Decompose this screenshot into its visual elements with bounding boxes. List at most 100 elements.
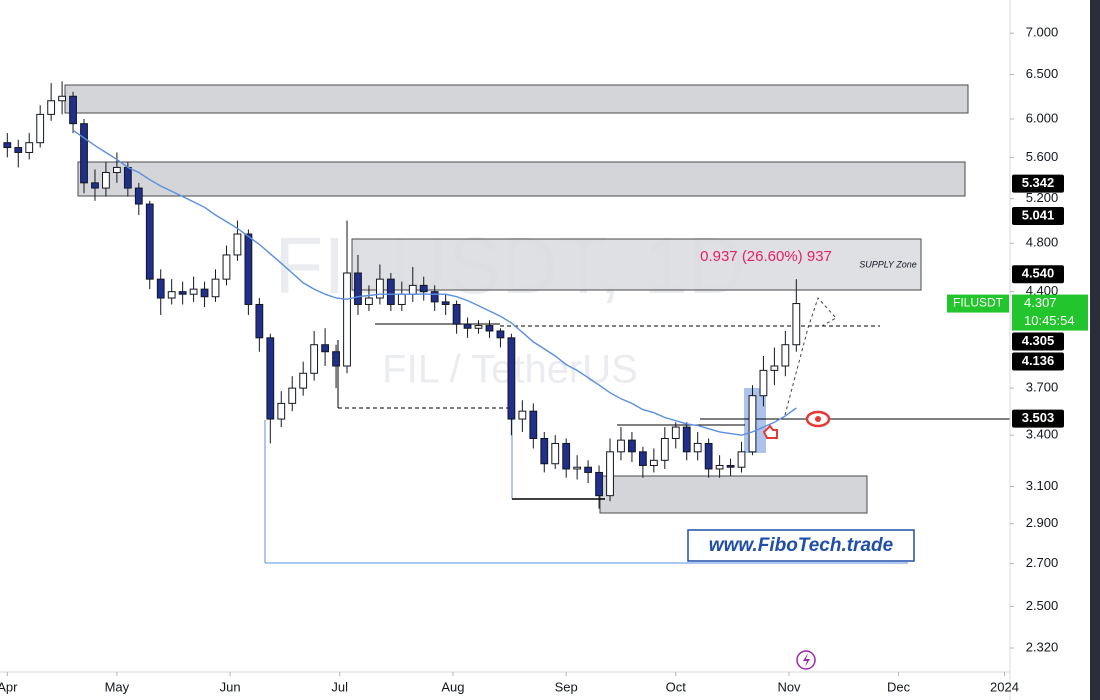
x-tick-label: Aug bbox=[441, 679, 464, 694]
candle-body bbox=[134, 187, 143, 205]
x-tick-label: May bbox=[105, 679, 130, 694]
x-tick-label: Apr bbox=[0, 679, 18, 694]
last-price-box bbox=[1012, 294, 1088, 331]
y-tick-label: 4.400 bbox=[1026, 283, 1059, 298]
measure-label: 0.937 (26.60%) 937 bbox=[700, 248, 832, 265]
y-tick-label: 2.500 bbox=[1026, 598, 1059, 613]
candle-body bbox=[299, 372, 308, 389]
candle-body bbox=[255, 303, 264, 339]
candle-body bbox=[14, 147, 23, 153]
supply-zone bbox=[351, 238, 922, 291]
candle-body bbox=[529, 410, 538, 439]
drawings bbox=[64, 84, 1010, 564]
plot bbox=[3, 81, 801, 509]
candle-body bbox=[704, 442, 713, 470]
y-tick-label: 5.200 bbox=[1026, 190, 1059, 205]
candle-body bbox=[628, 439, 636, 453]
candle-body bbox=[58, 95, 66, 102]
candle-body bbox=[715, 464, 724, 470]
hand-icon bbox=[762, 424, 778, 439]
price-label-box bbox=[1012, 174, 1064, 193]
y-tick-label: 2.900 bbox=[1026, 515, 1059, 530]
price-label: 4.136 bbox=[1022, 353, 1055, 368]
candle-body bbox=[638, 451, 647, 466]
candle-body bbox=[496, 330, 505, 339]
candle-body bbox=[102, 172, 110, 189]
candle-body bbox=[397, 293, 406, 305]
candle-body bbox=[419, 284, 428, 293]
candle-body bbox=[233, 233, 242, 256]
candle-body bbox=[343, 272, 351, 367]
candle-body bbox=[518, 410, 527, 420]
candle-body bbox=[430, 291, 439, 303]
y-tick-label: 3.700 bbox=[1026, 380, 1059, 395]
candle-body bbox=[485, 325, 494, 332]
candle-body bbox=[474, 325, 483, 329]
candle-body bbox=[277, 402, 286, 420]
price-label-box bbox=[1012, 332, 1064, 351]
candle-body bbox=[178, 291, 187, 295]
candle-body bbox=[441, 301, 450, 305]
zone-label: SUPPLY Zone bbox=[859, 259, 917, 269]
candle-body bbox=[222, 254, 231, 280]
candle-body bbox=[562, 442, 571, 470]
price-label-box bbox=[1012, 265, 1064, 284]
axis-labels: 7.000 6.500 6.000 5.600 5.200 4.800 4.400 3.700… bbox=[0, 25, 1088, 694]
candle-body bbox=[759, 369, 768, 397]
candle-body bbox=[595, 471, 603, 497]
y-tick-label: 3.400 bbox=[1026, 427, 1059, 442]
candle-body bbox=[671, 426, 680, 439]
x-tick-label: 2024 bbox=[990, 679, 1019, 694]
lightning-icon[interactable] bbox=[796, 650, 816, 670]
candle-body bbox=[47, 100, 56, 115]
price-label: 3.503 bbox=[1022, 410, 1055, 425]
time-axis bbox=[0, 672, 1010, 700]
price-label-box bbox=[1012, 409, 1064, 428]
candle-body bbox=[91, 182, 99, 189]
candle-body bbox=[200, 288, 209, 298]
x-tick-label: Jun bbox=[220, 679, 241, 694]
candle-body bbox=[737, 451, 746, 468]
symbol-label: FILUSDT bbox=[953, 296, 1004, 310]
candle-body bbox=[551, 442, 560, 465]
x-tick-label: Dec bbox=[887, 679, 911, 694]
y-tick-label: 4.800 bbox=[1026, 235, 1059, 250]
candle-body bbox=[452, 303, 461, 325]
candle-body bbox=[573, 466, 582, 470]
demand-zone bbox=[599, 475, 868, 514]
candle-body bbox=[770, 365, 779, 371]
frame bbox=[1090, 0, 1100, 700]
candle-body bbox=[354, 272, 362, 305]
candle-body bbox=[463, 323, 472, 329]
candle-body bbox=[69, 95, 77, 125]
eye-icon bbox=[805, 410, 831, 428]
candle-body bbox=[375, 278, 384, 299]
candle-body bbox=[244, 233, 253, 305]
y-tick-label: 3.100 bbox=[1026, 478, 1059, 493]
candle-body bbox=[365, 297, 373, 305]
last-price: 4.307 bbox=[1024, 295, 1057, 310]
candle-body bbox=[682, 426, 691, 453]
candle-body bbox=[266, 337, 275, 420]
candle-body bbox=[123, 166, 132, 189]
symbol-tag bbox=[947, 294, 1009, 313]
price-label-box bbox=[1012, 206, 1064, 225]
brand-box bbox=[687, 529, 915, 562]
candle-body bbox=[156, 278, 165, 299]
price-label: 5.342 bbox=[1022, 175, 1055, 190]
candle-body bbox=[36, 113, 45, 144]
x-tick-label: Oct bbox=[666, 679, 687, 694]
candle-body bbox=[310, 344, 319, 374]
x-tick-label: Nov bbox=[777, 679, 801, 694]
annotations: 0.937 (26.60%) 937 SUPPLY Zone www.FiboT… bbox=[687, 248, 917, 670]
candle-body bbox=[507, 337, 516, 420]
candle-body bbox=[288, 387, 297, 404]
candle-body bbox=[321, 344, 329, 353]
countdown: 10:45:54 bbox=[1024, 313, 1075, 328]
candle-body bbox=[781, 344, 790, 367]
candle-body bbox=[80, 123, 88, 184]
x-tick-label: Sep bbox=[555, 679, 578, 694]
